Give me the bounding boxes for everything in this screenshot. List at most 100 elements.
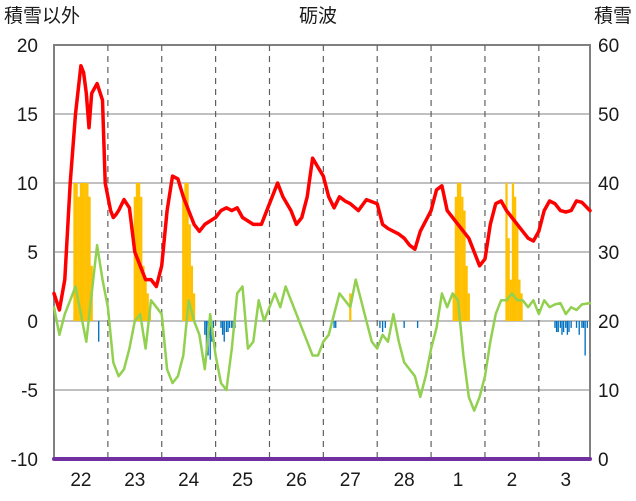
snowmelt-bar <box>403 321 405 328</box>
snowmelt-bar <box>575 321 578 328</box>
snowmelt-bar <box>584 321 586 356</box>
x-tick-label: 26 <box>286 470 307 491</box>
snowfall-bar <box>137 183 141 321</box>
y-right-axis-label: 積雪 <box>594 5 632 27</box>
y-right-tick-label: 40 <box>598 174 619 195</box>
snowfall-bar <box>133 196 136 321</box>
snowfall-bar <box>188 224 191 321</box>
x-tick-label: 23 <box>124 470 145 491</box>
snowfall-bar <box>513 196 517 321</box>
snowfall-bar <box>456 183 460 321</box>
snowmelt-bar <box>223 321 225 342</box>
snowmelt-bar <box>204 321 206 335</box>
snowfall-bar <box>142 265 145 321</box>
snowmelt-bar <box>581 321 583 328</box>
snowfall-bar <box>463 210 466 321</box>
snowmelt-bar <box>586 321 588 328</box>
x-tick-label: 24 <box>178 470 200 491</box>
snowmelt-bar <box>98 321 100 342</box>
snowfall-bar <box>454 196 457 321</box>
chart-title: 砺波 <box>299 5 337 27</box>
snowfall-bar <box>73 183 76 321</box>
y-left-tick-label: 0 <box>27 312 38 333</box>
snowfall-bar <box>507 238 510 321</box>
snowfall-bar <box>520 293 523 321</box>
snowfall-bar <box>452 293 455 321</box>
snowfall-bar <box>184 183 187 321</box>
y-left-axis-label: 積雪以外 <box>4 5 80 27</box>
y-right-tick-label: 60 <box>598 36 619 57</box>
snowmelt-bar <box>565 321 567 328</box>
snowfall-bars <box>73 183 523 321</box>
snowmelt-bar <box>333 321 335 328</box>
x-tick-label: 25 <box>232 470 253 491</box>
snowmelt-bar <box>416 321 419 328</box>
y-left-tick-label: 5 <box>27 243 38 264</box>
snowfall-bar <box>135 183 139 321</box>
snowfall-bar <box>186 183 189 321</box>
snowmelt-bar <box>554 321 556 328</box>
y-right-tick-label: 10 <box>598 381 619 402</box>
snowfall-bar <box>516 224 519 321</box>
series-layer <box>52 63 592 461</box>
snowfall-bar <box>182 196 185 321</box>
snowmelt-bar <box>205 321 208 349</box>
snowfall-bar <box>192 293 196 321</box>
snowfall-bar <box>88 196 91 321</box>
temperature-line <box>52 63 592 312</box>
snowmelt-bar <box>559 321 562 328</box>
snowfall-bar <box>75 183 78 321</box>
snowmelt-bar <box>225 321 228 333</box>
y-left-tick-label: -5 <box>21 381 38 402</box>
snowmelt-bar <box>209 321 211 360</box>
y-left-tick-label: 15 <box>17 105 38 126</box>
y-right-tick-label: 20 <box>598 312 619 333</box>
snowfall-bar <box>509 279 512 321</box>
snowmelt-bar <box>221 321 224 335</box>
y-right-tick-label: 50 <box>598 105 619 126</box>
snowmelt-bar <box>228 321 231 328</box>
x-tick-label: 22 <box>70 470 91 491</box>
snowfall-bar <box>146 293 149 321</box>
snowfall-bar <box>459 183 462 321</box>
snowmelt-bar <box>568 321 570 333</box>
snowfall-bar <box>461 196 464 321</box>
x-tick-label: 28 <box>394 470 415 491</box>
y-left-tick-label: 20 <box>17 36 38 57</box>
snowfall-bar <box>511 183 515 321</box>
snowmelt-bar <box>561 321 563 335</box>
snowmelt-bar <box>578 321 580 335</box>
snowmelt-bar <box>555 321 558 333</box>
humidity_index-line <box>52 243 592 412</box>
y-left-tick-label: 10 <box>17 174 38 195</box>
snowmelt-bars <box>98 321 588 360</box>
snowmelt-bar <box>220 321 222 328</box>
snowfall-bar <box>190 265 194 321</box>
snowfall-bar <box>79 183 83 321</box>
snowfall-bar <box>86 183 89 321</box>
snowmelt-bar <box>562 321 565 333</box>
y-right-tick-label: 0 <box>598 450 609 471</box>
x-tick-label: 1 <box>453 470 464 491</box>
x-tick-label: 2 <box>507 470 518 491</box>
snowfall-bar <box>84 183 87 321</box>
snowmelt-bar <box>566 321 569 335</box>
snowfall-bar <box>77 196 80 321</box>
snowfall-bar <box>144 279 147 321</box>
snowmelt-bar <box>557 321 559 333</box>
snowfall-bar <box>465 265 468 321</box>
snowmelt-bar <box>379 321 381 328</box>
snowfall-bar <box>505 183 508 321</box>
y-right-tick-label: 30 <box>598 243 619 264</box>
snowmelt-bar <box>384 321 386 328</box>
y-left-tick-label: -10 <box>11 450 38 471</box>
snowmelt-bar <box>212 321 215 328</box>
snowmelt-bar <box>227 321 229 333</box>
x-tick-label: 3 <box>560 470 571 491</box>
snowmelt-bar <box>570 321 572 328</box>
snowmelt-bar <box>335 321 337 328</box>
snowmelt-bar <box>582 321 585 328</box>
snowfall-bar <box>467 293 470 321</box>
snowfall-bar <box>140 196 143 321</box>
